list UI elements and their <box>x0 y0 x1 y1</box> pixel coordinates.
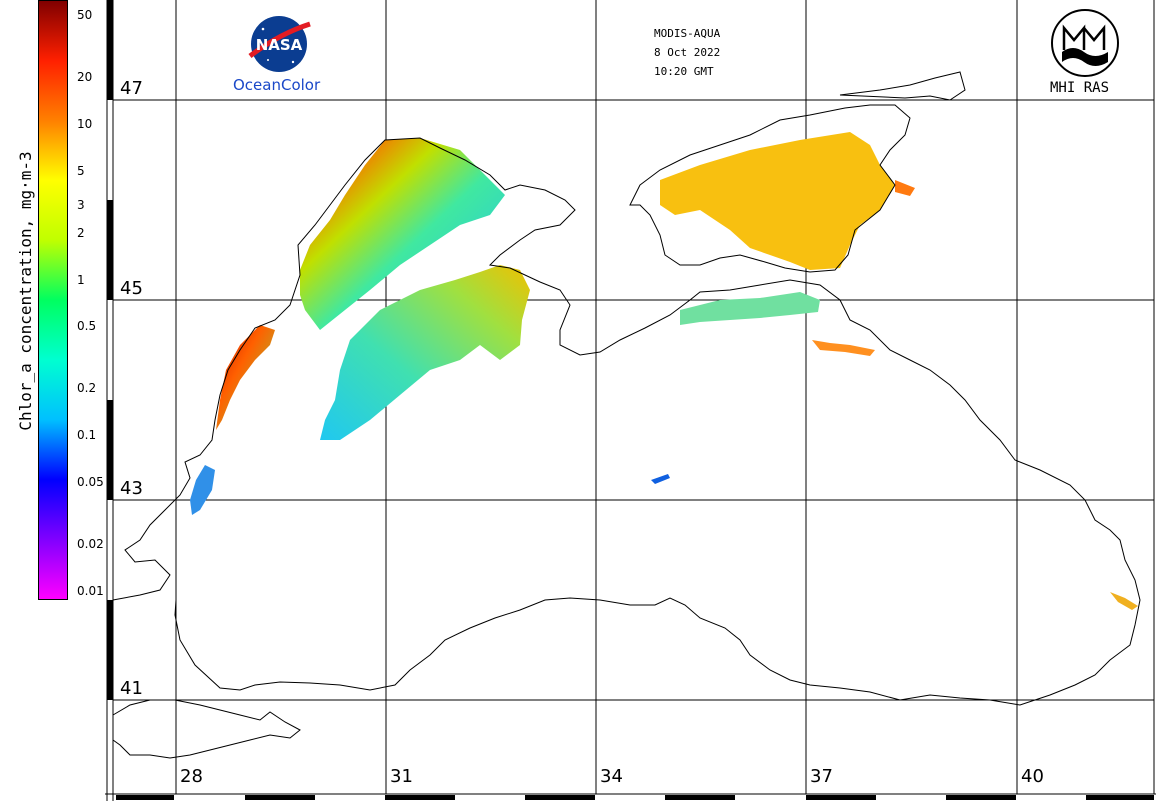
lon-label-34: 34 <box>600 766 623 787</box>
colorbar-tick-label: 0.5 <box>77 319 97 334</box>
acquisition-date: 8 Oct 2022 <box>654 46 721 59</box>
colorbar-tick-label: 0.2 <box>77 381 97 396</box>
western-coast-patch <box>216 325 275 430</box>
lon-tick-bar <box>116 795 1154 800</box>
kerch-strip-patch <box>680 292 820 325</box>
romania-blue-patch <box>190 465 215 515</box>
lat-label-41: 41 <box>120 678 143 699</box>
azov-patch <box>660 132 895 270</box>
colorbar-tick-label: 0.05 <box>77 475 104 490</box>
colorbar-tick-label: 0.02 <box>77 537 104 552</box>
lat-tick-bar <box>107 0 113 700</box>
image-info: MODIS-AQUA 8 Oct 2022 10:20 GMT <box>654 24 720 81</box>
nasa-logo: NASA <box>248 16 311 72</box>
svg-text:NASA: NASA <box>256 36 303 54</box>
colorbar-tick-label: 10 <box>77 116 93 131</box>
mhi-ras-label: MHI RAS <box>1050 80 1110 96</box>
azov-orange-tip <box>895 180 915 196</box>
colorbar-tick-label: 3 <box>77 198 85 213</box>
southeast-dots <box>1110 592 1138 610</box>
central-west-patch <box>320 265 530 440</box>
coastline <box>112 71 1141 759</box>
colorbar-tick-label: 0.1 <box>77 428 97 443</box>
acquisition-time: 10:20 GMT <box>654 65 714 78</box>
sensor-name: MODIS-AQUA <box>654 27 721 40</box>
colorbar-tick-label: 20 <box>77 69 93 84</box>
lat-label-45: 45 <box>120 278 143 299</box>
lat-label-43: 43 <box>120 478 143 499</box>
lon-label-31: 31 <box>390 766 413 787</box>
colorbar <box>38 0 68 600</box>
lon-label-28: 28 <box>180 766 203 787</box>
lat-label-47: 47 <box>120 78 143 99</box>
colorbar-tick-label: 5 <box>77 163 85 178</box>
lon-label-37: 37 <box>810 766 833 787</box>
colorbar-tick-label: 1 <box>77 272 85 287</box>
colorbar-tick-label: 2 <box>77 225 85 240</box>
oceancolor-label: OceanColor <box>233 76 321 94</box>
chlorophyll-patches <box>190 132 1138 610</box>
central-blue-dot <box>651 474 670 484</box>
graticule <box>113 0 1154 794</box>
colorbar-tick-label: 0.01 <box>77 584 104 598</box>
map-frame-lines <box>105 0 1156 801</box>
colorbar-tick-label: 50 <box>77 8 93 22</box>
nw-shelf-patch <box>300 138 505 330</box>
caucasus-coast-dots <box>812 340 875 356</box>
mhi-ras-logo <box>1051 9 1119 77</box>
lon-label-40: 40 <box>1021 766 1044 787</box>
